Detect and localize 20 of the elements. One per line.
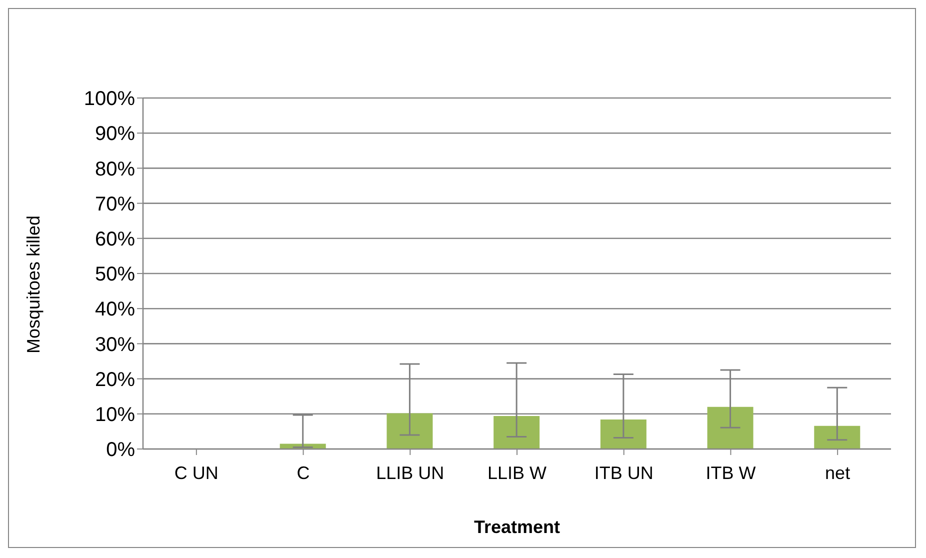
y-tick-label: 100% <box>84 88 136 110</box>
x-tick-label: C UN <box>174 463 218 483</box>
y-tick-label: 90% <box>94 123 136 146</box>
x-tick-label: ITB W <box>706 463 756 483</box>
x-tick-label: net <box>825 463 850 483</box>
x-tick-label: LLIB W <box>487 463 547 483</box>
y-tick-label: 20% <box>94 368 136 391</box>
y-axis-title: Mosquitoes killed <box>23 215 44 354</box>
x-axis-title: Treatment <box>474 517 560 537</box>
y-tick-label: 80% <box>94 158 136 180</box>
y-tick-label: 40% <box>94 298 136 321</box>
x-tick-label: C <box>296 463 310 483</box>
y-tick-label: 70% <box>94 193 136 216</box>
y-tick-label: 0% <box>106 439 136 462</box>
y-tick-label: 30% <box>94 334 136 356</box>
x-tick-label: LLIB UN <box>376 463 444 483</box>
y-tick-label: 50% <box>94 264 136 286</box>
y-tick-label: 10% <box>94 404 136 426</box>
y-tick-label: 60% <box>94 228 136 250</box>
x-tick-label: ITB UN <box>594 463 654 483</box>
